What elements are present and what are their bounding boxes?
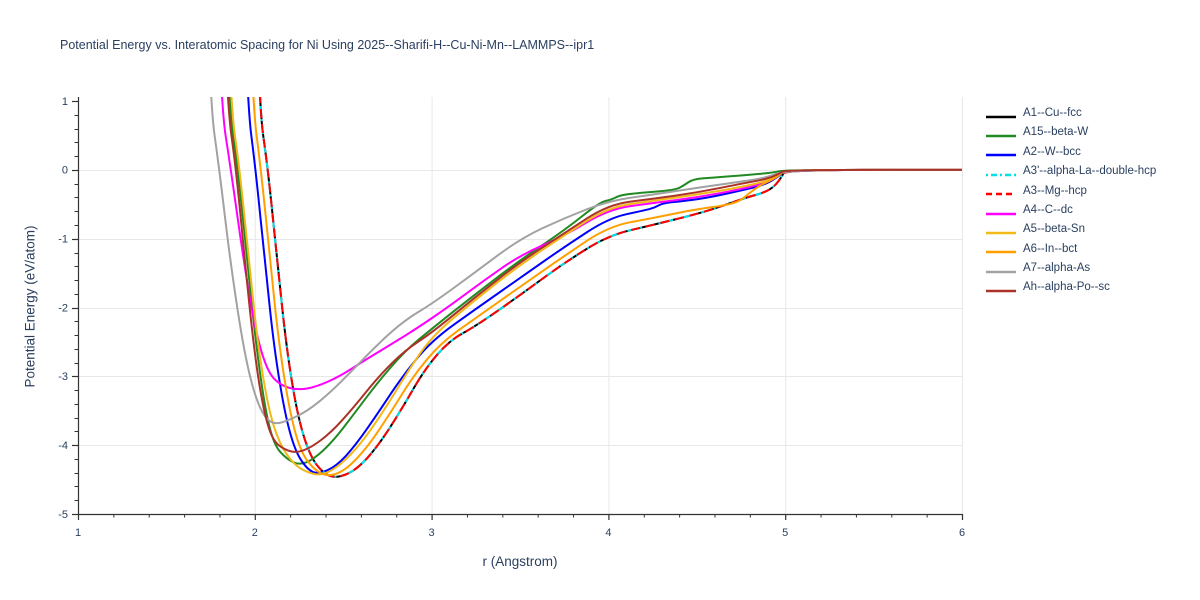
legend-swatch-icon — [986, 206, 1016, 216]
x-tick-label: 6 — [959, 527, 965, 539]
series-line-A7--alpha-As — [210, 97, 962, 425]
x-axis-title: r (Angstrom) — [482, 554, 558, 569]
y-axis-title: Potential Energy (eV/atom) — [22, 225, 38, 388]
legend-label: A1--Cu--fcc — [1023, 106, 1082, 119]
legend-item-A15--beta-W[interactable]: A15--beta-W — [986, 123, 1156, 142]
legend-label: A7--alpha-As — [1023, 262, 1091, 275]
axis-ticks: 1 2 3 4 5 6 1 0 -1 -2 -3 -4 -5 — [58, 96, 965, 539]
x-tick-label: 5 — [782, 527, 788, 539]
legend-label: A3--Mg--hcp — [1023, 184, 1087, 197]
plot-area[interactable] — [78, 97, 962, 514]
legend-item-Ah--alpha-Po--sc[interactable]: Ah--alpha-Po--sc — [986, 279, 1156, 298]
legend-item-A2--W--bcc[interactable]: A2--W--bcc — [986, 143, 1156, 162]
legend-swatch-icon — [986, 225, 1016, 235]
y-tick-label: -2 — [58, 302, 68, 314]
axes-spines — [77, 97, 962, 516]
series-line-A5--beta-Sn — [230, 97, 962, 476]
legend-label: A4--C--dc — [1023, 203, 1073, 216]
legend-swatch-icon — [986, 244, 1016, 254]
legend-label: A6--In--bct — [1023, 242, 1078, 255]
x-tick-label: 3 — [429, 527, 435, 539]
x-tick-label: 2 — [252, 527, 258, 539]
series-line-A3--Mg--hcp — [259, 97, 962, 478]
legend-swatch-icon — [986, 186, 1016, 196]
legend-swatch-icon — [986, 128, 1016, 138]
y-tick-label: -3 — [58, 371, 68, 383]
y-tick-label: -5 — [58, 509, 68, 521]
legend-label: A3'--alpha-La--double-hcp — [1023, 165, 1157, 178]
legend: A1--Cu--fcc A15--beta-W A2--W--bcc A3'--alp… — [986, 104, 1156, 298]
series-line-Ah--alpha-Po--sc — [226, 97, 962, 453]
legend-label: Ah--alpha-Po--sc — [1023, 281, 1110, 294]
y-tick-label: 0 — [62, 165, 68, 177]
y-tick-label: 1 — [62, 96, 68, 108]
legend-item-A1--Cu--fcc[interactable]: A1--Cu--fcc — [986, 104, 1156, 123]
series-line-A2--W--bcc — [247, 97, 962, 474]
legend-item-A5--beta-Sn[interactable]: A5--beta-Sn — [986, 220, 1156, 239]
series-line-A15--beta-W — [228, 97, 962, 465]
legend-swatch-icon — [986, 167, 1016, 177]
y-tick-label: -4 — [58, 440, 68, 452]
legend-swatch-icon — [986, 147, 1016, 157]
legend-item-A7--alpha-As[interactable]: A7--alpha-As — [986, 259, 1156, 278]
legend-item-A6--In--bct[interactable]: A6--In--bct — [986, 240, 1156, 259]
x-tick-label: 1 — [75, 527, 81, 539]
series-line-A3'--alpha-La--double-hcp — [259, 97, 962, 478]
legend-item-A3--Mg--hcp[interactable]: A3--Mg--hcp — [986, 182, 1156, 201]
series-line-A6--In--bct — [252, 97, 962, 477]
legend-label: A5--beta-Sn — [1023, 223, 1086, 236]
legend-label: A15--beta-W — [1023, 126, 1089, 139]
legend-swatch-icon — [986, 264, 1016, 274]
legend-item-A3'--alpha-La--double-hcp[interactable]: A3'--alpha-La--double-hcp — [986, 162, 1156, 181]
y-tick-label: -1 — [58, 234, 68, 246]
x-tick-label: 4 — [605, 527, 611, 539]
legend-item-A4--C--dc[interactable]: A4--C--dc — [986, 201, 1156, 220]
legend-swatch-icon — [986, 109, 1016, 119]
legend-swatch-icon — [986, 283, 1016, 293]
legend-label: A2--W--bcc — [1023, 145, 1081, 158]
chart-title: Potential Energy vs. Interatomic Spacing… — [60, 38, 595, 52]
series-group — [210, 97, 962, 478]
